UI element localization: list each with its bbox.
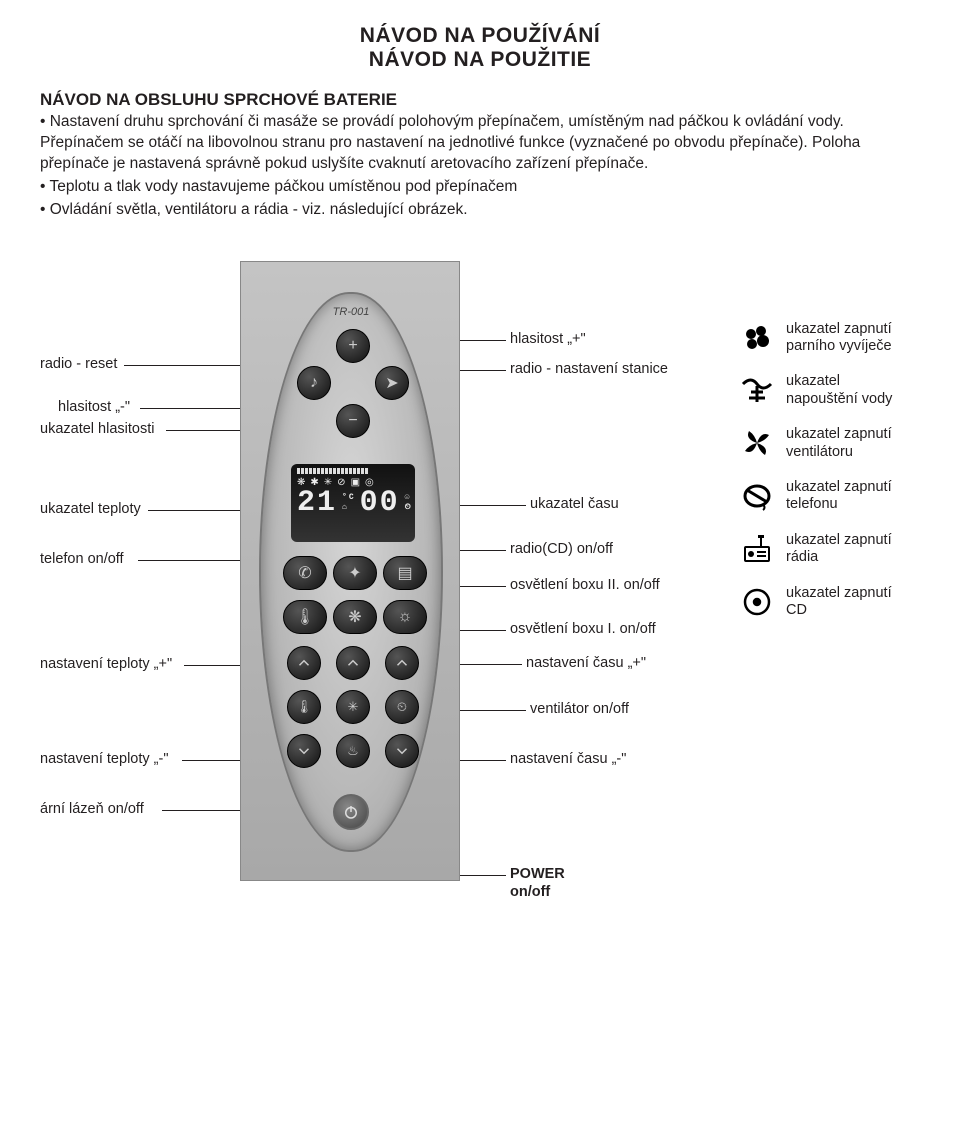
volume-bars-icon [297,468,409,474]
label-nast-casu-plus: nastavení času „+" [526,655,646,671]
cd-icon [740,585,774,619]
phone-button[interactable]: ✆ [283,556,327,590]
thermo-icon-btn[interactable]: 🌡 [287,690,321,724]
temp-plus-button[interactable] [287,646,321,680]
legend-steam: ukazatel zapnutíparního vyvíječe [740,321,915,356]
time-minus-button[interactable] [385,734,419,768]
steam-button[interactable]: ♨ [336,734,370,768]
label-ventilator: ventilátor on/off [530,701,629,717]
radio-tune-button[interactable]: ➤ [375,366,409,400]
label-ukazatel-hlasitosti: ukazatel hlasitosti [40,421,154,437]
radio-reset-button[interactable]: ♪ [297,366,331,400]
temp-icon-button[interactable]: 🌡 [283,600,327,634]
phone-icon [740,479,774,513]
label-telefon-onoff: telefon on/off [40,551,124,567]
label-osvetleni-1: osvětlení boxu I. on/off [510,621,656,637]
clock-icon-btn[interactable]: ⏲ [385,690,419,724]
legend-fan: ukazatel zapnutíventilátoru [740,426,915,461]
label-hlasitost-plus: hlasitost „+" [510,331,586,347]
light1-button[interactable]: ☼ [383,600,427,634]
volume-minus-button[interactable]: − [336,404,370,438]
time-plus-button[interactable] [385,646,419,680]
page-header: NÁVOD NA POUŽÍVÁNÍ NÁVOD NA POUŽITIE [40,24,920,72]
label-nast-teploty-minus: nastavení teploty „-" [40,751,168,767]
subtitle: NÁVOD NA OBSLUHU SPRCHOVÉ BATERIE [40,90,397,110]
control-panel: TR-001 + ♪ ➤ − ❋✱✳⊘▣◎ 21 °C⌂ 00 ☺⏲ [240,261,460,881]
light2-button[interactable]: ✦ [333,556,377,590]
label-nast-casu-minus: nastavení času „-" [510,751,626,767]
legend-radio: ukazatel zapnutírádia [740,532,915,567]
label-radio-reset: radio - reset [40,356,117,372]
title-2: NÁVOD NA POUŽITIE [40,48,920,72]
label-hlasitost-minus: hlasitost „-" [58,399,130,415]
paragraph-2: • Teplotu a tlak vody nastavujeme páčkou… [40,177,920,198]
label-radio-nastaveni: radio - nastavení stanice [510,361,668,377]
label-arni-lazen: ární lázeň on/off [40,801,144,817]
label-nast-teploty-plus: nastavení teploty „+" [40,656,172,672]
model-label: TR-001 [333,306,370,318]
fan-icon-button[interactable]: ❋ [333,600,377,634]
lcd-c-icon: °C⌂ [342,494,356,512]
steam-icon [740,321,774,355]
lcd-time-value: 00 [360,490,400,517]
paragraph-3: • Ovládání světla, ventilátoru a rádia -… [40,200,920,221]
lcd-clock-icon: ☺⏲ [405,494,413,512]
title-1: NÁVOD NA POUŽÍVÁNÍ [40,24,920,48]
lcd-temp-value: 21 [297,490,337,517]
legend-phone: ukazatel zapnutítelefonu [740,479,915,514]
radio-cd-button[interactable]: ▤ [383,556,427,590]
control-panel-diagram: radio - reset hlasitost „-" ukazatel hla… [40,261,920,1041]
volume-plus-button[interactable]: + [336,329,370,363]
water-icon [740,373,774,407]
fan2-icon-btn[interactable]: ✳ [336,690,370,724]
label-onoff: on/off [510,884,550,900]
radio-icon [740,532,774,566]
label-ukazatel-teploty: ukazatel teploty [40,501,141,517]
label-radio-cd: radio(CD) on/off [510,541,613,557]
control-panel-face: TR-001 + ♪ ➤ − ❋✱✳⊘▣◎ 21 °C⌂ 00 ☺⏲ [259,292,443,852]
label-ukazatel-casu: ukazatel času [530,496,619,512]
legend-column: ukazatel zapnutíparního vyvíječe ukazate… [740,321,915,638]
temp-minus-button[interactable] [287,734,321,768]
power-button[interactable] [333,794,369,830]
paragraph-1: • Nastavení druhu sprchování či masáže s… [40,112,920,175]
label-osvetleni-2: osvětlení boxu II. on/off [510,577,660,593]
legend-cd: ukazatel zapnutíCD [740,585,915,620]
fan-button[interactable] [336,646,370,680]
lcd-display: ❋✱✳⊘▣◎ 21 °C⌂ 00 ☺⏲ [291,464,415,542]
legend-water: ukazatelnapouštění vody [740,373,915,408]
fan-icon [740,426,774,460]
label-power: POWER [510,866,565,882]
